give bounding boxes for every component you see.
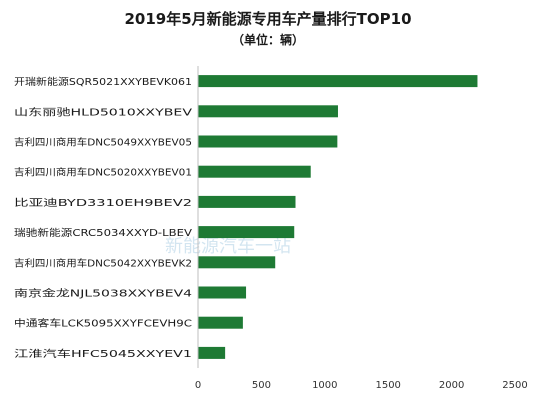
category-label: 江淮汽车HFC5045XXYEV1 xyxy=(14,348,192,360)
bar xyxy=(198,316,243,329)
bar xyxy=(198,226,295,239)
watermark: 新能源汽车一站 xyxy=(165,236,291,257)
bar xyxy=(198,195,296,208)
category-label: 瑞驰新能源CRC5034XXYD-LBEV xyxy=(14,227,193,239)
bar xyxy=(198,346,226,359)
chart-title: 2019年5月新能源专用车产量排行TOP10 xyxy=(124,10,411,28)
category-label: 开瑞新能源SQR5021XXYBEVK061 xyxy=(14,76,192,88)
x-tick-label: 500 xyxy=(252,380,271,391)
category-label: 中通客车LCK5095XXYFCEVH9C xyxy=(14,318,192,330)
x-tick-label: 1500 xyxy=(375,380,400,391)
category-label: 吉利四川商用车DNC5020XXYBEV01 xyxy=(14,167,192,179)
x-tick-label: 0 xyxy=(195,380,201,391)
bar xyxy=(198,286,247,299)
x-tick-label: 2000 xyxy=(439,380,464,391)
category-label: 吉利四川商用车DNC5042XXYBEVK2 xyxy=(14,257,192,269)
category-label: 山东丽驰HLD5010XXYBEV xyxy=(14,106,193,118)
bar xyxy=(198,75,478,88)
bar xyxy=(198,165,311,178)
chart-subtitle: （单位：辆） xyxy=(232,32,304,47)
bars-group xyxy=(198,75,478,359)
bar xyxy=(198,135,338,148)
category-label: 吉利四川商用车DNC5049XXYBEV05 xyxy=(14,137,192,149)
category-label: 比亚迪BYD3310EH9BEV2 xyxy=(14,197,192,209)
bar xyxy=(198,105,338,118)
category-label: 南京金龙NJL5038XXYBEV4 xyxy=(14,288,192,300)
x-tick-labels: 0 500 1000 1500 2000 2500 xyxy=(195,380,528,391)
bar xyxy=(198,256,276,269)
x-tick-label: 2500 xyxy=(502,380,527,391)
x-tick-label: 1000 xyxy=(312,380,337,391)
category-labels: 开瑞新能源SQR5021XXYBEVK061 山东丽驰HLD5010XXYBEV 吉… xyxy=(14,76,193,360)
watermark-text: 新能源汽车一站 xyxy=(165,236,291,257)
